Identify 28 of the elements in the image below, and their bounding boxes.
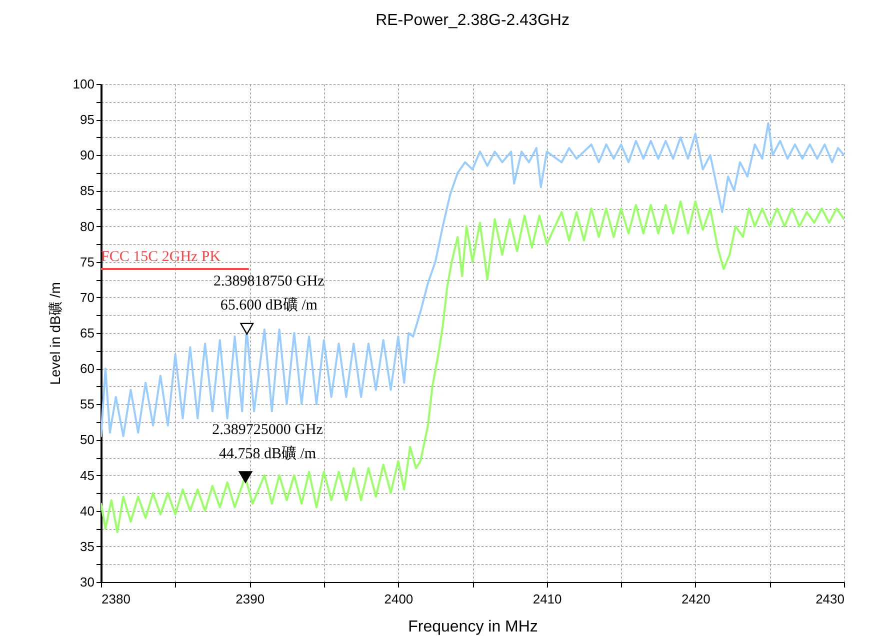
y-tick-label: 80	[80, 218, 94, 234]
y-tick-label: 65	[80, 326, 94, 340]
y-tick-label: 35	[80, 538, 94, 554]
x-tick-label: 2430	[816, 592, 844, 606]
y-tick-label: 90	[80, 148, 94, 163]
line-series	[101, 200, 844, 534]
y-tick-label: 40	[80, 503, 94, 518]
y-tick-label: 50	[80, 432, 94, 448]
annotation: 2.389818750 GHz 65.600 dB礦 /m	[213, 274, 325, 314]
y-axis-title: Level in dB礦 /m	[46, 282, 63, 385]
y-tick-label: 45	[80, 468, 94, 483]
y-tick-label: 30	[80, 574, 94, 590]
x-tick-label: 2410	[532, 592, 562, 606]
x-tick-label: 2400	[384, 592, 414, 606]
y-tick-label: 55	[80, 396, 94, 412]
line-series	[101, 122, 844, 438]
chart-title: RE-Power_2.38G-2.43GHz	[376, 12, 570, 29]
y-tick-label: 60	[80, 361, 94, 376]
x-tick-label: 2380	[102, 592, 130, 606]
y-tick-label: 85	[80, 183, 94, 198]
x-axis-title: Frequency in MHz	[408, 618, 538, 636]
y-tick-label: 100	[72, 76, 94, 92]
y-tick-label: 75	[80, 254, 94, 270]
y-tick-label: 95	[80, 112, 94, 128]
y-tick-label: 70	[80, 290, 94, 305]
annotation: 2.389725000 GHz 44.758 dB礦 /m	[212, 422, 324, 462]
x-tick-label: 2420	[681, 592, 710, 606]
x-tick-label: 2390	[236, 592, 265, 606]
